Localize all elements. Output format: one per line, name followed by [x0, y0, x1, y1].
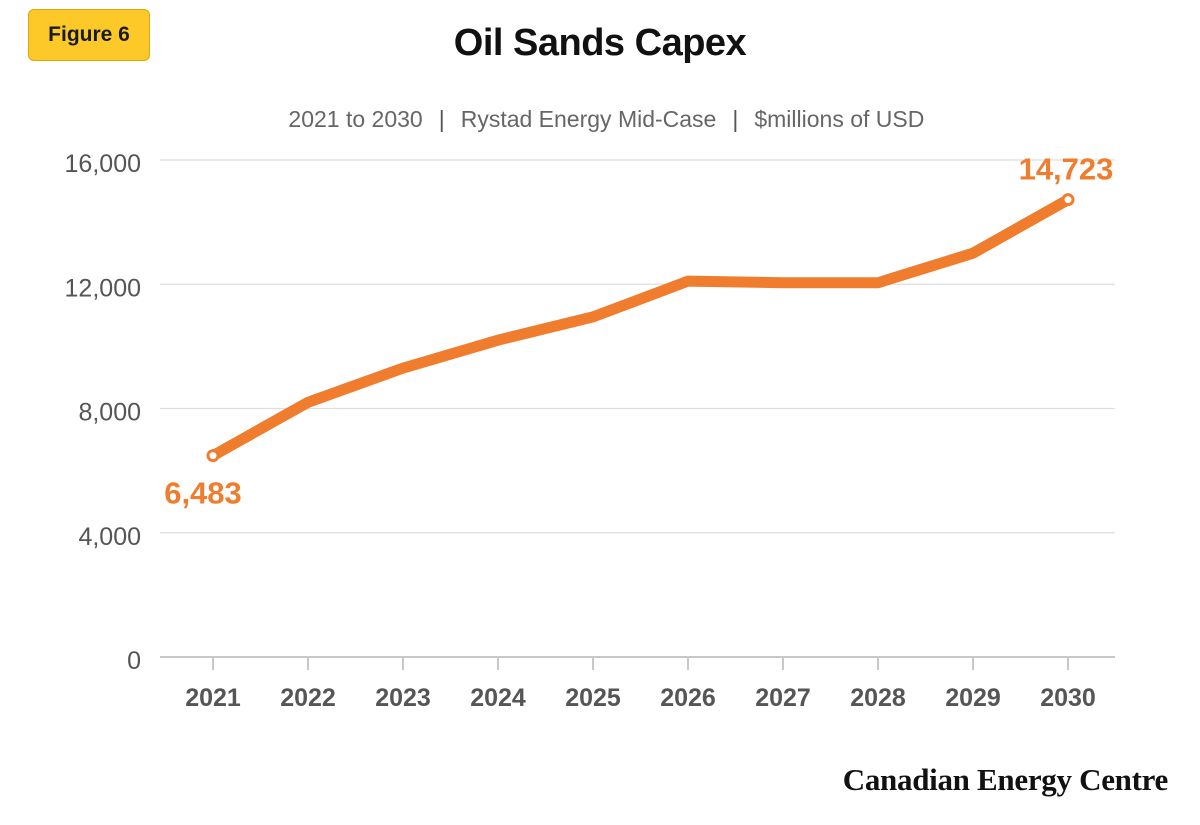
- chart-subtitle: 2021 to 2030 | Rystad Energy Mid-Case | $mil…: [0, 79, 1200, 133]
- series-line: [207, 194, 1074, 462]
- subtitle-source: Rystad Energy Mid-Case: [460, 106, 717, 132]
- subtitle-range: 2021 to 2030: [288, 106, 423, 132]
- data-label: 6,483: [164, 476, 242, 511]
- chart-title: Oil Sands Capex: [453, 22, 747, 64]
- y-tick-label: 16,000: [65, 150, 141, 178]
- y-tick-label: 12,000: [65, 274, 141, 302]
- x-axis: 2021 2022 2023 2024 2025 2026 2027 2028 2029 2030: [160, 656, 1115, 712]
- data-label: 14,723: [1019, 152, 1114, 187]
- x-tick-label: 2022: [280, 684, 336, 712]
- x-tick-label: 2023: [375, 684, 431, 712]
- y-axis: 0 4,000 8,000 12,000 16,000: [65, 150, 141, 675]
- x-tick-label: 2026: [660, 684, 716, 712]
- x-tick-label: 2025: [565, 684, 621, 712]
- x-tick-label: 2024: [470, 684, 526, 712]
- subtitle-separator: |: [438, 106, 445, 132]
- series-layer: [206, 193, 1075, 463]
- x-tick-label: 2030: [1040, 684, 1096, 712]
- x-tick-label: 2029: [945, 684, 1001, 712]
- data-point: [1061, 193, 1075, 207]
- gridlines: [160, 159, 1115, 534]
- y-tick-label: 0: [127, 647, 141, 675]
- data-labels: 6,483 14,723: [164, 152, 1113, 511]
- figure-badge: Figure 6: [28, 9, 150, 61]
- x-tick-label: 2028: [850, 684, 906, 712]
- x-tick-label: 2021: [185, 684, 241, 712]
- y-tick-label: 4,000: [78, 523, 141, 551]
- subtitle-units: $millions of USD: [754, 106, 925, 132]
- x-tick-label: 2027: [755, 684, 811, 712]
- y-tick-label: 8,000: [78, 399, 141, 427]
- brand-logo-text: Canadian Energy Centre: [842, 762, 1169, 797]
- data-point: [206, 449, 220, 463]
- subtitle-separator: |: [732, 106, 739, 132]
